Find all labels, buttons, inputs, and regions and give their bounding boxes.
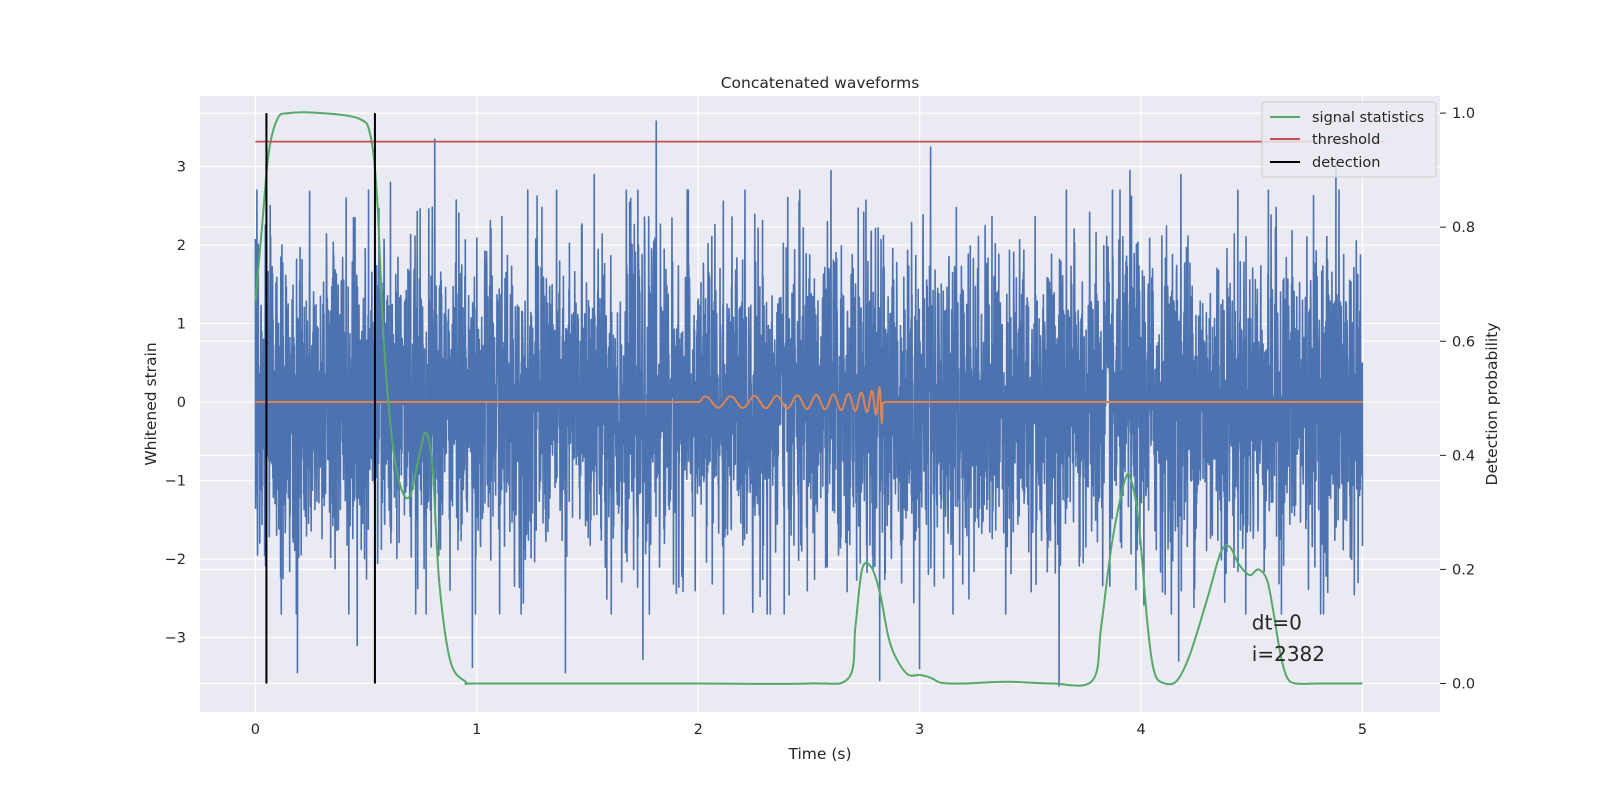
y-tick-label: −1 [165,474,186,490]
y-tick-label: 0 [177,395,186,411]
y-right-tick-label: 1.0 [1452,106,1475,122]
x-tick-label: 2 [694,722,703,738]
x-tick-label: 3 [915,722,924,738]
series-layer [254,111,1385,687]
legend-label-detection: detection [1312,155,1380,171]
annotation-text: i=2382 [1252,642,1325,666]
y-axis-label-right: Detection probability [1483,323,1501,486]
y-right-tick-label: 0.8 [1452,220,1475,236]
y-right-tick-label: 0.4 [1452,448,1475,464]
legend-label-signal-statistics: signal statistics [1312,110,1424,126]
series-strain-line [254,120,1364,687]
y-tick-label: −2 [165,552,186,568]
x-tick-label: 4 [1136,722,1145,738]
ticks: 0 1 2 3 4 5 −3 −2 −1 0 1 2 3 0.0 0.2 0.4 0.6 0.8 1.0 [165,106,1475,738]
y-axis-label: Whitened strain [142,342,160,465]
series-injected-waveform-line [254,386,1364,424]
legend: signal statistics threshold detection [1261,101,1437,178]
chart-title: Concatenated waveforms [721,74,920,92]
x-tick-label: 0 [251,722,260,738]
series-clip-group [254,111,1385,687]
y-right-tick-label: 0.2 [1452,562,1475,578]
x-axis-label: Time (s) [787,745,851,763]
y-right-tick-label: 0.6 [1452,334,1475,350]
annotations: dt=0 i=2382 [1252,611,1325,666]
y-right-tick-label: 0.0 [1452,676,1475,692]
annotation-text: dt=0 [1252,611,1302,635]
legend-box [1261,101,1437,178]
legend-label-threshold: threshold [1312,132,1380,148]
x-tick-label: 5 [1358,722,1367,738]
series-signal-statistics-line [254,111,1363,687]
y-tick-label: 1 [177,317,186,333]
y-tick-label: 2 [177,238,186,254]
y-tick-label: 3 [177,160,186,176]
x-tick-label: 1 [472,722,481,738]
y-tick-label: −3 [165,630,186,646]
